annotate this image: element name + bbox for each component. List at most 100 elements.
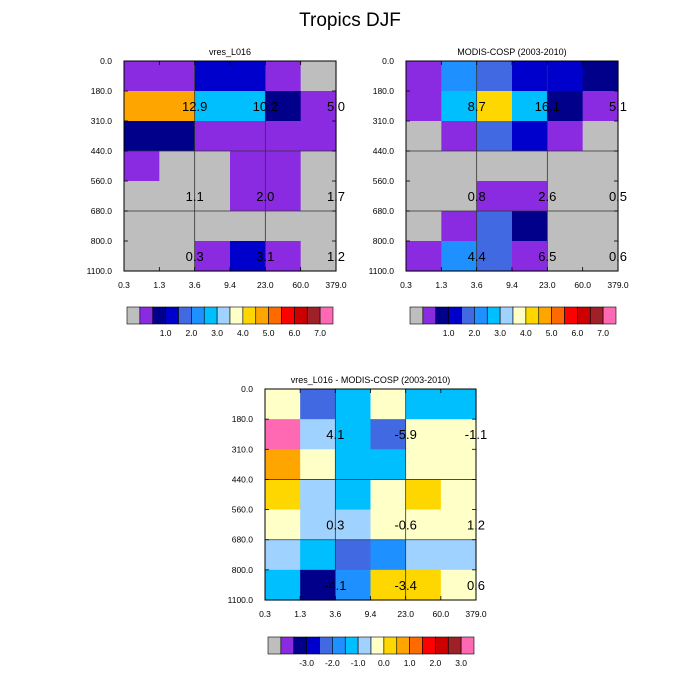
colorbar-swatch: [422, 636, 436, 655]
colorbar-swatch: [294, 306, 308, 325]
colorbar-swatch: [242, 306, 257, 325]
heatmap-cell: [300, 121, 337, 152]
data-label: 4.4: [468, 249, 486, 264]
heatmap-cell: [476, 181, 513, 212]
colorbar-swatch: [460, 636, 475, 655]
colorbar-swatch: [461, 306, 475, 325]
colorbar-tick-label: 2.0: [429, 658, 441, 668]
x-tick-label: 0.3: [259, 609, 271, 619]
colorbar-swatch: [577, 306, 591, 325]
data-label: -3.4: [394, 578, 416, 593]
y-tick-label: 1100.0: [87, 266, 113, 276]
colorbar-tick-label: 2.0: [185, 328, 197, 338]
y-tick-label: 0.0: [100, 56, 112, 66]
heatmap-cell: [265, 569, 301, 601]
colorbar-swatch: [229, 306, 244, 325]
heatmap-cell: [300, 151, 337, 182]
heatmap-cell: [547, 241, 584, 272]
heatmap-cell: [159, 121, 196, 152]
heatmap-cell: [406, 61, 442, 92]
colorbar-swatch: [293, 636, 307, 655]
y-tick-label: 800.0: [232, 565, 254, 575]
data-label: 16.1: [535, 99, 560, 114]
y-tick-label: 180.0: [232, 414, 254, 424]
heatmap-cell: [547, 211, 584, 242]
heatmap-cell: [547, 151, 584, 182]
heatmap-cell: [370, 569, 407, 601]
heatmap-cell: [300, 241, 337, 272]
heatmap-cell: [405, 569, 442, 601]
heatmap-cell: [547, 181, 584, 212]
colorbar-swatch: [602, 306, 617, 325]
heatmap-cell: [194, 121, 231, 152]
y-tick-label: 310.0: [232, 444, 254, 454]
heatmap-cell: [230, 211, 266, 242]
heatmap-cell: [124, 151, 160, 182]
y-tick-label: 560.0: [232, 505, 254, 515]
heatmap-cell: [370, 539, 407, 571]
heatmap-cell: [512, 241, 548, 272]
colorbar: -3.0 -2.0 -1.0 0.0 1.0 2.0 3.0: [267, 636, 475, 668]
y-tick-label: 1100.0: [369, 266, 395, 276]
colorbar-tick-label: 5.0: [546, 328, 558, 338]
y-tick-label: 440.0: [91, 146, 113, 156]
heatmap-cell: [405, 509, 442, 541]
y-tick-label: 310.0: [91, 116, 113, 126]
y-tick-label: 440.0: [232, 474, 254, 484]
colorbar-swatch: [525, 306, 540, 325]
data-label: 8.7: [468, 99, 486, 114]
colorbar-swatch: [306, 306, 321, 325]
panel-title: vres_L016: [209, 47, 251, 57]
heatmap-cell: [406, 211, 442, 242]
colorbar-tick-label: 7.0: [597, 328, 609, 338]
heatmap-cell: [265, 151, 302, 182]
colorbar-swatch: [280, 636, 295, 655]
heatmap-cell: [159, 211, 196, 242]
heatmap-cell: [441, 121, 478, 152]
heatmap-cell: [335, 539, 372, 571]
colorbar-tick-label: 3.0: [211, 328, 223, 338]
x-tick-label: 9.4: [506, 280, 518, 290]
data-label: 0.5: [609, 189, 627, 204]
heatmap-cell: [476, 241, 513, 272]
colorbar-swatch: [499, 306, 514, 325]
data-label: 0.3: [186, 249, 204, 264]
colorbar-swatch: [435, 306, 449, 325]
heatmap-panel-3: vres_L016 - MODIS-COSP (2003-2010) 0.3 1.3…: [228, 375, 488, 668]
heatmap-cell: [370, 479, 407, 511]
heatmap-cell: [582, 151, 619, 182]
data-label: -1.1: [465, 427, 487, 442]
heatmap-cell: [335, 509, 372, 541]
colorbar-tick-label: -2.0: [325, 658, 340, 668]
y-tick-label: 680.0: [373, 206, 395, 216]
data-label: 0.3: [326, 518, 344, 533]
data-label: 0.6: [609, 249, 627, 264]
heatmap-cell: [265, 479, 301, 511]
colorbar-swatch: [435, 636, 449, 655]
colorbar-tick-label: 4.0: [520, 328, 532, 338]
y-tick-label: 800.0: [373, 236, 395, 246]
heatmap-cell: [124, 91, 160, 122]
colorbar-swatch: [255, 306, 269, 325]
colorbar-swatch: [396, 636, 410, 655]
colorbar-swatch: [203, 306, 218, 325]
heatmap-cell: [370, 509, 407, 541]
heatmap-cell: [159, 91, 196, 122]
heatmap-cell: [300, 419, 336, 450]
heatmap-cell: [159, 151, 196, 182]
x-tick-label: 379.0: [465, 609, 487, 619]
data-label: 5.1: [609, 99, 627, 114]
data-label: 1.2: [467, 518, 485, 533]
data-label: 10.2: [253, 99, 278, 114]
heatmap-panel-1: vres_L016 0.3 1.3 3.6 9.4 23.0 60.0 379.0 0.0 180…: [87, 47, 347, 338]
heatmap-cell: [370, 419, 407, 450]
data-label: -4.1: [324, 578, 346, 593]
heatmap-cell: [194, 151, 231, 182]
x-tick-label: 1.3: [294, 609, 306, 619]
heatmap-cell: [335, 389, 372, 420]
heatmap-cell: [512, 91, 548, 122]
x-tick-label: 0.3: [400, 280, 412, 290]
heatmap-cell: [300, 539, 336, 571]
heatmap-cell: [582, 211, 619, 242]
heatmap-cell: [265, 389, 301, 420]
